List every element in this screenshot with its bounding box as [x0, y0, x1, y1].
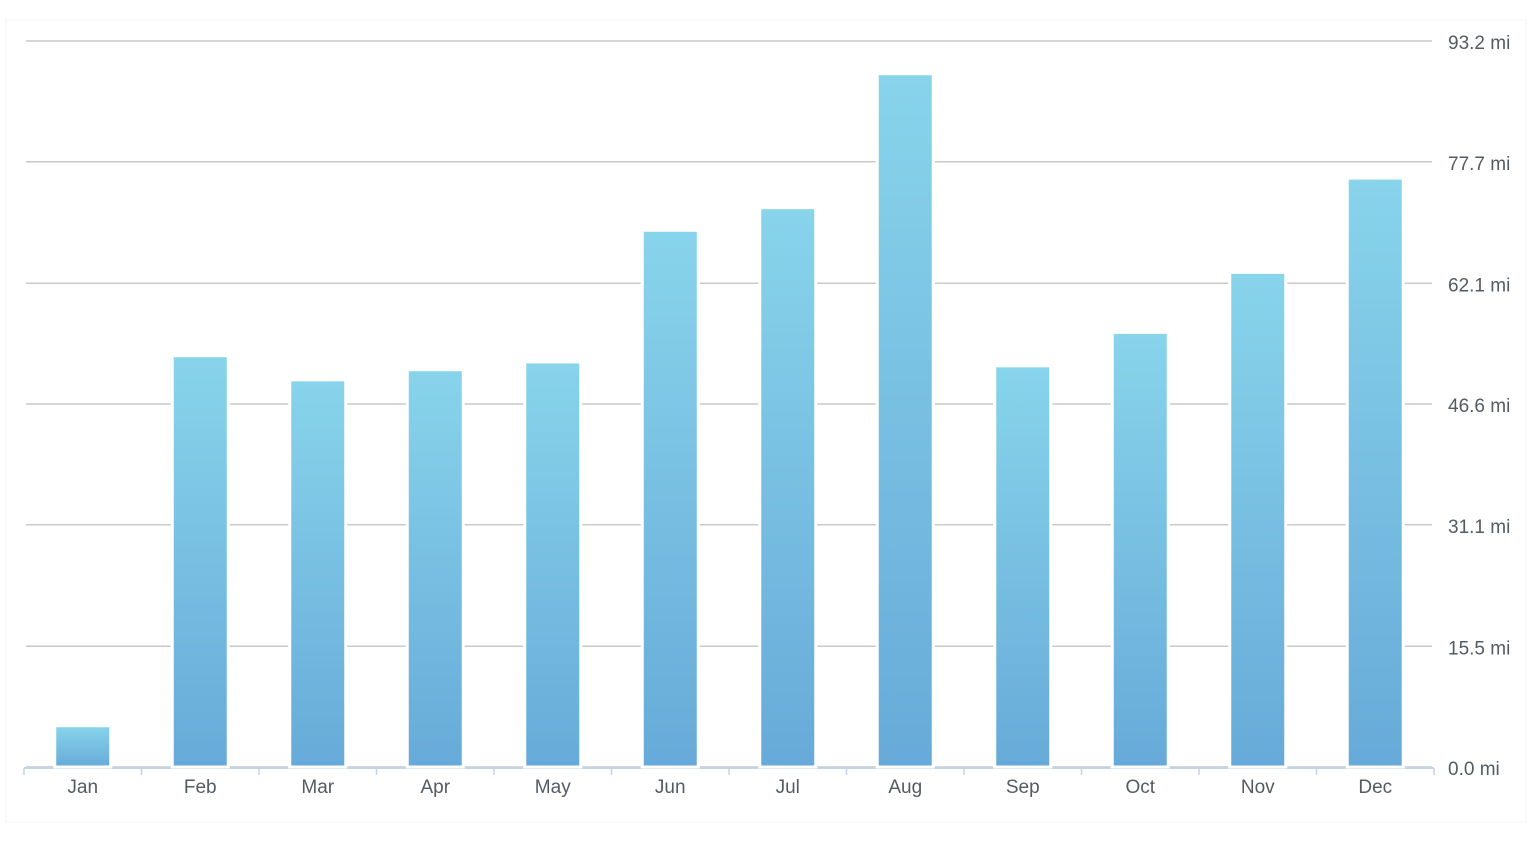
bar	[170, 354, 230, 769]
x-tick-label: Nov	[1241, 777, 1275, 798]
x-tick-label: Mar	[301, 777, 334, 798]
x-tick-label: Jan	[67, 777, 98, 798]
bar	[875, 72, 935, 769]
bar	[405, 368, 465, 769]
bar	[1110, 330, 1170, 769]
y-tick-label: 31.1 mi	[1448, 517, 1510, 538]
x-tick-label: Jul	[776, 777, 800, 798]
bar	[758, 206, 818, 769]
y-tick-label: 0.0 mi	[1448, 759, 1500, 780]
y-tick-label: 46.6 mi	[1448, 396, 1510, 417]
y-tick-label: 15.5 mi	[1448, 638, 1510, 659]
bar	[288, 378, 348, 769]
bar	[993, 364, 1053, 769]
y-tick-label: 77.7 mi	[1448, 154, 1510, 175]
x-tick-label: Feb	[184, 777, 217, 798]
x-tick-label: Jun	[655, 777, 686, 798]
x-tick-label: Sep	[1006, 777, 1040, 798]
bar	[1345, 176, 1405, 769]
bar	[523, 360, 583, 769]
x-tick-label: Aug	[888, 777, 922, 798]
y-tick-label: 62.1 mi	[1448, 275, 1510, 296]
x-tick-label: Apr	[420, 777, 450, 798]
x-tick-label: Dec	[1358, 777, 1392, 798]
bar	[53, 724, 113, 769]
bar	[640, 228, 700, 769]
bar	[1228, 270, 1288, 769]
y-tick-label: 93.2 mi	[1448, 33, 1510, 54]
x-tick-label: Oct	[1125, 777, 1155, 798]
x-tick-label: May	[535, 777, 571, 798]
